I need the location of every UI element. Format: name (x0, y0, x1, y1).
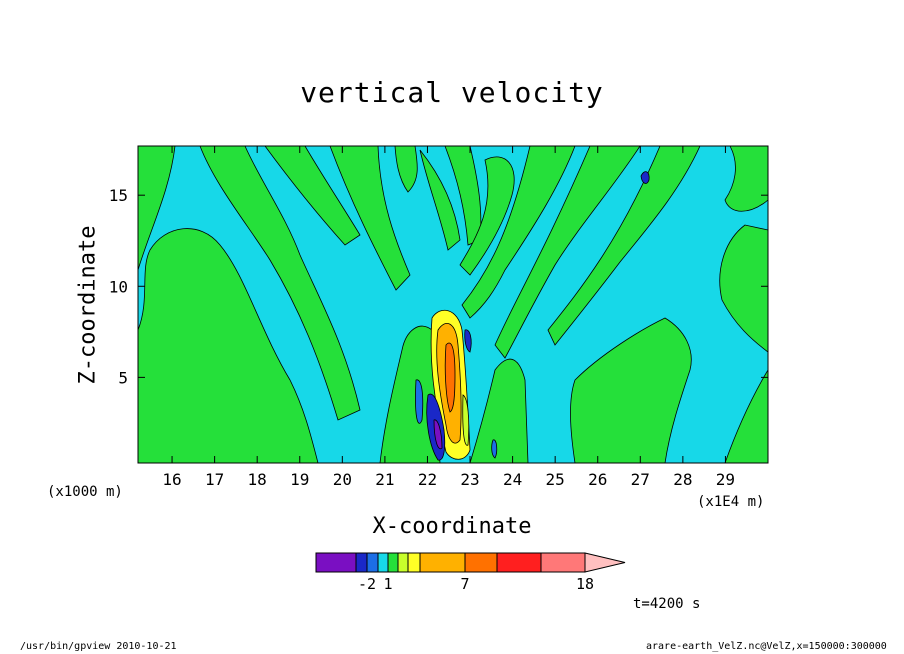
x-tick-label: 26 (588, 470, 607, 489)
footer-right: arare-earth_VelZ.nc@VelZ,x=150000:300000 (646, 641, 887, 652)
band-right-large (570, 317, 692, 463)
band-mid-upper (264, 146, 361, 246)
core-blue-upper (464, 329, 472, 353)
colorbar-box (464, 552, 498, 573)
blob-small-right (640, 171, 650, 184)
y-tick-label: 15 (109, 186, 128, 205)
band-mid-right (329, 146, 411, 291)
x-axis: 16 17 18 19 20 21 22 23 24 25 26 27 28 29 (162, 146, 735, 489)
band-right-edge-top (724, 146, 768, 212)
band-left-large (138, 228, 319, 463)
x-axis-label: X-coordinate (372, 514, 532, 539)
colorbar-label: 18 (576, 575, 594, 593)
band-left-upper (199, 146, 361, 421)
band-center-right-a (459, 156, 515, 276)
x-tick-label: 23 (460, 470, 479, 489)
x-tick-label: 18 (248, 470, 267, 489)
x-tick-label: 20 (333, 470, 352, 489)
colorbar-box (377, 552, 389, 573)
time-label: t=4200 s (633, 596, 701, 612)
colorbar-box (315, 552, 357, 573)
colorbar-box (397, 552, 409, 573)
x-tick-label: 19 (290, 470, 309, 489)
band-center-a (419, 149, 461, 251)
colorbar-box (387, 552, 399, 573)
x-tick-label: 25 (546, 470, 565, 489)
core-purple (433, 419, 443, 450)
colorbar-label: 1 (383, 575, 392, 593)
band-left-edge (138, 146, 176, 271)
colorbar-box (540, 552, 586, 573)
y-axis: 5 10 15 (109, 186, 768, 387)
y-tick-label: 5 (118, 368, 128, 387)
band-center-right-low (469, 358, 529, 463)
colorbar-box (407, 552, 421, 573)
colorbar-box (355, 552, 368, 573)
colorbar-label: 7 (460, 575, 469, 593)
band-right-edge (719, 224, 768, 353)
x-tick-label: 28 (673, 470, 692, 489)
contour-field (138, 146, 768, 463)
colorbar-box (419, 552, 466, 573)
y-tick-label: 10 (109, 277, 128, 296)
colorbar-box (366, 552, 379, 573)
band-right-upper-a (494, 146, 641, 359)
x-tick-label: 22 (418, 470, 437, 489)
x-tick-label: 16 (162, 470, 181, 489)
x-scale-note: (x1E4 m) (697, 494, 765, 510)
y-axis-label: Z-coordinate (75, 225, 101, 385)
core-blue-b (415, 379, 424, 424)
band-right-upper-b (547, 146, 701, 346)
band-top-center (394, 146, 418, 193)
core-blue-right-low (491, 439, 498, 459)
colorbar: -2 1 7 18 (315, 552, 626, 593)
chart-title: vertical velocity (300, 76, 604, 109)
x-unit-note: (x1000 m) (47, 484, 123, 500)
convective-core (415, 171, 650, 461)
colorbar-arrow (584, 552, 626, 573)
colorbar-box (496, 552, 542, 573)
core-orange-dark (444, 342, 456, 413)
footer-left: /usr/bin/gpview 2010-10-21 (20, 641, 177, 652)
x-tick-label: 17 (205, 470, 224, 489)
x-tick-label: 29 (716, 470, 735, 489)
x-tick-label: 27 (631, 470, 650, 489)
x-tick-label: 24 (503, 470, 522, 489)
band-center-right-b (461, 146, 576, 319)
colorbar-label: -2 (358, 575, 376, 593)
band-center-bottom (379, 325, 441, 463)
core-lightgreen (462, 394, 470, 446)
x-tick-label: 21 (375, 470, 394, 489)
positive-bands (138, 146, 768, 463)
plot-frame (137, 145, 769, 464)
